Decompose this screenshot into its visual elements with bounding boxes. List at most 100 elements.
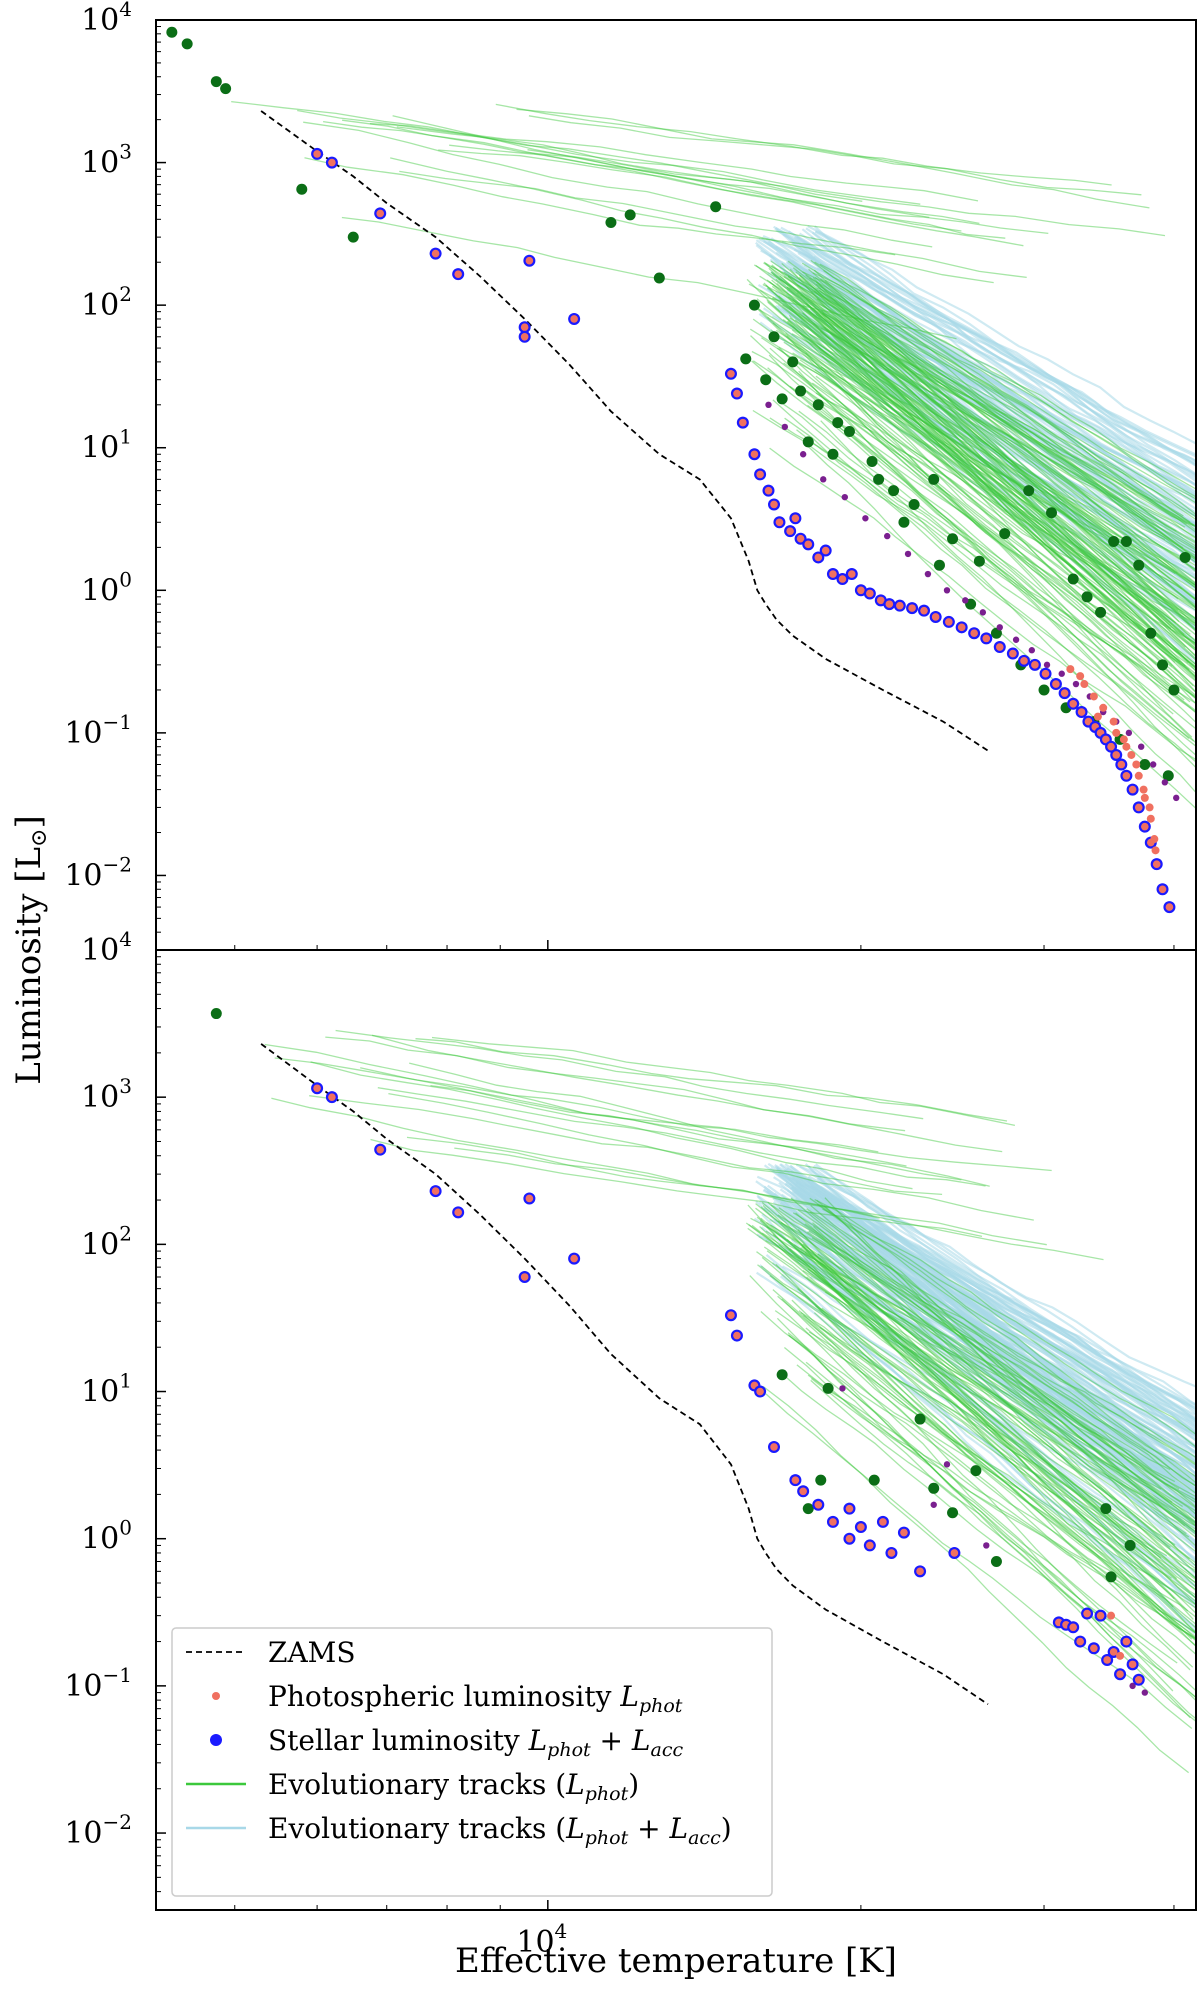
green-point [1157,659,1169,671]
track-green [806,1208,1196,1516]
track-green [801,1244,1196,1635]
purple-point [839,1385,846,1392]
track-green [774,1310,1196,1619]
track-green [799,275,1196,673]
legend-tracks-phot-label: Evolutionary tracks (Lphot) [268,1768,639,1805]
green-point [795,385,807,397]
track-green [800,320,1196,679]
track-green [788,302,1196,668]
track-green [806,304,1196,550]
purple-point [1072,680,1080,688]
track-green [777,1295,1196,1699]
track-green [766,1221,1196,1504]
track-green [810,1205,1196,1495]
track-green [809,1211,1196,1536]
green-point [1145,627,1157,639]
purple-point [799,451,807,458]
y-tick-label: 101 [81,1369,132,1410]
green-point [1067,573,1079,585]
track-green [784,417,1196,757]
track-green [342,119,962,232]
track-green [797,1288,1196,1641]
track-green [377,1087,986,1187]
track-green [762,1205,1196,1580]
track-blue [801,228,1196,468]
phot-point [945,618,953,626]
phot-point [520,332,529,341]
green-point [1045,507,1057,519]
track-green [771,285,1196,650]
purple-point [943,1461,951,1468]
track-green [817,287,1196,518]
green-point [748,299,760,311]
phot-point [1158,885,1167,894]
track-green [771,279,1185,636]
phot-point [829,570,837,578]
track-green [802,1270,1196,1531]
phot-point [885,600,894,608]
phot-point [770,1443,778,1451]
purple-point [1028,647,1036,654]
track-blue [777,304,1196,572]
track-green [791,1299,1196,1656]
bottom-panel: 104 103 102 101 100 10−1 10−2 104 ZAMS Photosp… [64,927,1197,1960]
track-green [795,1212,1196,1574]
track-green [772,1289,1196,1642]
track-green [813,1312,1196,1638]
phot-point [796,534,805,543]
track-blue [819,1256,1196,1517]
track-green [746,278,1173,667]
track-green [766,1250,1196,1539]
top-points [166,26,1191,914]
track-green [768,267,1196,682]
track-green [800,1311,1196,1596]
green-point [760,374,772,386]
phot-point [1093,712,1102,721]
legend-box [171,1627,773,1897]
track-blue [810,236,1196,502]
track-blue [781,1273,1196,1633]
track-green [801,387,1196,672]
track-blue [795,1174,1196,1475]
phot-point [845,1504,854,1513]
y-tick-label: 103 [81,1074,132,1115]
track-green [438,149,1024,247]
track-green [787,1332,1196,1609]
track-green [760,1206,1175,1600]
track-green [786,321,1196,642]
track-green [778,346,1196,724]
track-green [756,1251,1173,1503]
purple-point [1012,636,1020,643]
track-blue [769,258,1196,632]
green-point [832,417,844,429]
top-panel: 104 103 102 101 100 10−1 10−2 [64,0,1197,951]
track-green [791,329,1196,666]
track-green [274,1057,879,1153]
track-green [822,1208,1196,1436]
track-green [808,268,1196,557]
legend-zams-label: ZAMS [268,1636,356,1669]
track-green [390,157,994,284]
track-green [778,1244,1196,1585]
track-blue [811,231,1196,495]
track-green [787,260,1196,585]
track-green [802,305,1196,607]
track-blue [813,1164,1196,1422]
track-green [775,1263,1196,1648]
track-green [819,1326,1196,1581]
track-green [807,1374,1196,1639]
track-green [770,271,1196,573]
purple-point [1141,1689,1149,1696]
track-green [803,1314,1196,1572]
phot-point [1117,760,1126,769]
track-green [750,335,1185,701]
track-green [796,292,1196,636]
track-green [805,302,1196,693]
track-blue [762,307,1196,666]
track-green [801,262,1196,528]
track-green [819,330,1196,601]
phot-point [1076,672,1085,681]
track-blue [783,1248,1196,1588]
phot-point [756,470,764,479]
